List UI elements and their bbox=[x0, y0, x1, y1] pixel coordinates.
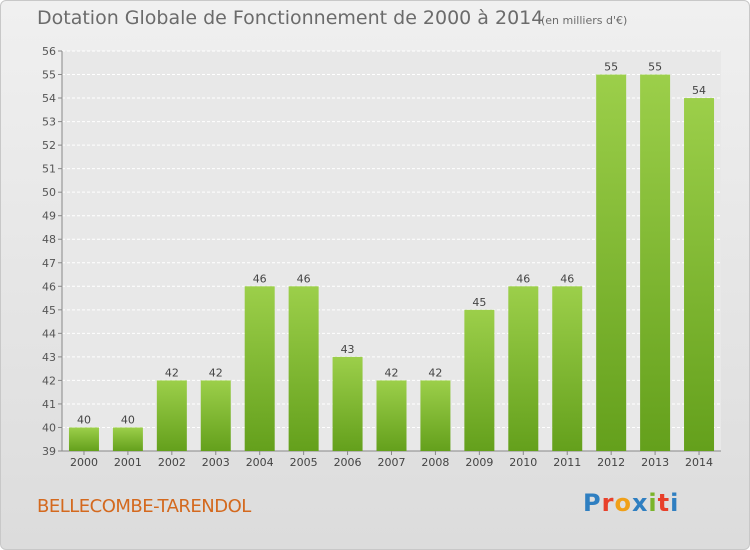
data-label: 42 bbox=[428, 366, 442, 379]
bar bbox=[640, 74, 671, 451]
x-tick-label: 2011 bbox=[553, 456, 581, 469]
logo-letter: i bbox=[648, 489, 658, 517]
data-label: 46 bbox=[516, 272, 530, 285]
y-tick-label: 44 bbox=[42, 327, 56, 340]
data-label: 55 bbox=[648, 61, 662, 74]
bar bbox=[552, 286, 583, 451]
y-tick-label: 40 bbox=[42, 421, 56, 434]
logo-letter: t bbox=[657, 489, 671, 517]
bar bbox=[420, 380, 451, 451]
x-tick-label: 2003 bbox=[202, 456, 230, 469]
y-tick-label: 54 bbox=[42, 92, 56, 105]
logo-letter: o bbox=[614, 489, 632, 517]
x-tick-label: 2000 bbox=[70, 456, 98, 469]
y-tick-label: 41 bbox=[42, 398, 56, 411]
bar bbox=[596, 74, 627, 451]
proxiti-logo: Proxiti bbox=[583, 489, 679, 517]
y-tick-label: 46 bbox=[42, 280, 56, 293]
bar bbox=[684, 98, 715, 451]
data-label: 46 bbox=[253, 272, 267, 285]
data-label: 43 bbox=[341, 343, 355, 356]
data-label: 42 bbox=[209, 366, 223, 379]
data-label: 54 bbox=[692, 84, 706, 97]
bar bbox=[332, 356, 363, 451]
bar bbox=[464, 309, 495, 451]
x-tick-label: 2002 bbox=[158, 456, 186, 469]
y-tick-label: 48 bbox=[42, 233, 56, 246]
y-tick-label: 43 bbox=[42, 351, 56, 364]
x-tick-label: 2006 bbox=[334, 456, 362, 469]
data-label: 42 bbox=[385, 366, 399, 379]
data-label: 40 bbox=[121, 413, 135, 426]
commune-name: BELLECOMBE-TARENDOL bbox=[37, 496, 251, 517]
data-label: 55 bbox=[604, 61, 618, 74]
chart-unit: (en milliers d'€) bbox=[541, 14, 628, 27]
bar bbox=[200, 380, 231, 451]
bar bbox=[156, 380, 187, 451]
logo-letter: P bbox=[583, 489, 602, 517]
x-tick-label: 2012 bbox=[597, 456, 625, 469]
y-tick-label: 50 bbox=[42, 186, 56, 199]
data-label: 42 bbox=[165, 366, 179, 379]
y-tick-label: 42 bbox=[42, 374, 56, 387]
bar bbox=[288, 286, 319, 451]
x-tick-label: 2009 bbox=[465, 456, 493, 469]
y-tick-label: 49 bbox=[42, 210, 56, 223]
y-tick-label: 47 bbox=[42, 257, 56, 270]
data-label: 46 bbox=[297, 272, 311, 285]
bar bbox=[376, 380, 407, 451]
bar bbox=[112, 427, 143, 451]
x-tick-label: 2004 bbox=[246, 456, 274, 469]
y-tick-label: 53 bbox=[42, 116, 56, 129]
y-tick-label: 39 bbox=[42, 445, 56, 458]
y-tick-label: 55 bbox=[42, 69, 56, 82]
chart-title: Dotation Globale de Fonctionnement de 20… bbox=[37, 7, 544, 29]
logo-letter: r bbox=[601, 489, 615, 517]
y-tick-label: 51 bbox=[42, 163, 56, 176]
bar bbox=[244, 286, 275, 451]
data-label: 46 bbox=[560, 272, 574, 285]
logo-letter: i bbox=[670, 489, 680, 517]
y-tick-label: 45 bbox=[42, 304, 56, 317]
data-label: 45 bbox=[472, 296, 486, 309]
bar bbox=[508, 286, 539, 451]
x-tick-label: 2005 bbox=[290, 456, 318, 469]
x-tick-label: 2008 bbox=[421, 456, 449, 469]
x-tick-label: 2013 bbox=[641, 456, 669, 469]
y-tick-label: 52 bbox=[42, 139, 56, 152]
x-tick-label: 2007 bbox=[378, 456, 406, 469]
x-tick-label: 2001 bbox=[114, 456, 142, 469]
logo-letter: x bbox=[631, 489, 649, 517]
bar bbox=[68, 427, 99, 451]
data-label: 40 bbox=[77, 413, 91, 426]
y-tick-label: 56 bbox=[42, 45, 56, 58]
x-tick-label: 2010 bbox=[509, 456, 537, 469]
x-tick-label: 2014 bbox=[685, 456, 713, 469]
